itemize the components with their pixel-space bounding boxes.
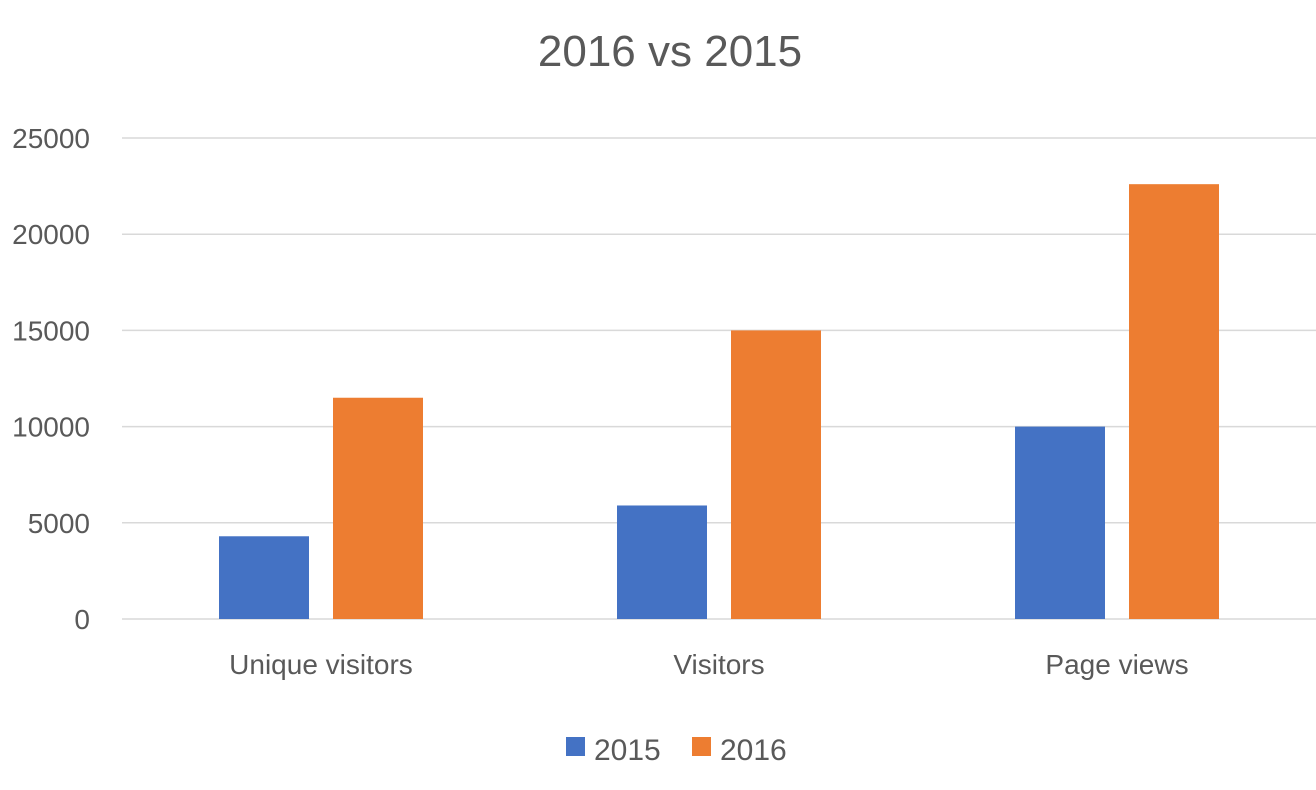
legend-swatch-2015 [566,737,585,756]
y-axis-tick-labels: 0 5000 10000 15000 20000 25000 [12,123,90,635]
y-tick-label: 10000 [12,412,90,443]
gridlines [122,137,1316,620]
bar-2016-visitors [731,330,821,619]
x-axis-category-labels: Unique visitors Visitors Page views [229,649,1188,680]
x-category-label: Unique visitors [229,649,413,680]
x-category-label: Visitors [673,649,764,680]
x-category-label: Page views [1045,649,1188,680]
legend: 2015 2016 [566,734,787,767]
bar-2015-page-views [1015,426,1105,619]
y-tick-label: 25000 [12,123,90,154]
legend-label: 2016 [720,734,787,767]
y-tick-label: 5000 [28,508,90,539]
bar-2015-visitors [617,505,707,619]
bar-2016-page-views [1129,184,1219,619]
y-tick-label: 15000 [12,315,90,346]
bar-2016-unique-visitors [333,397,423,619]
y-tick-label: 0 [74,604,90,635]
legend-label: 2015 [594,734,661,767]
y-tick-label: 20000 [12,219,90,250]
legend-swatch-2016 [692,737,711,756]
bars [219,184,1219,619]
chart-title: 2016 vs 2015 [538,27,802,76]
bar-2015-unique-visitors [219,536,309,619]
